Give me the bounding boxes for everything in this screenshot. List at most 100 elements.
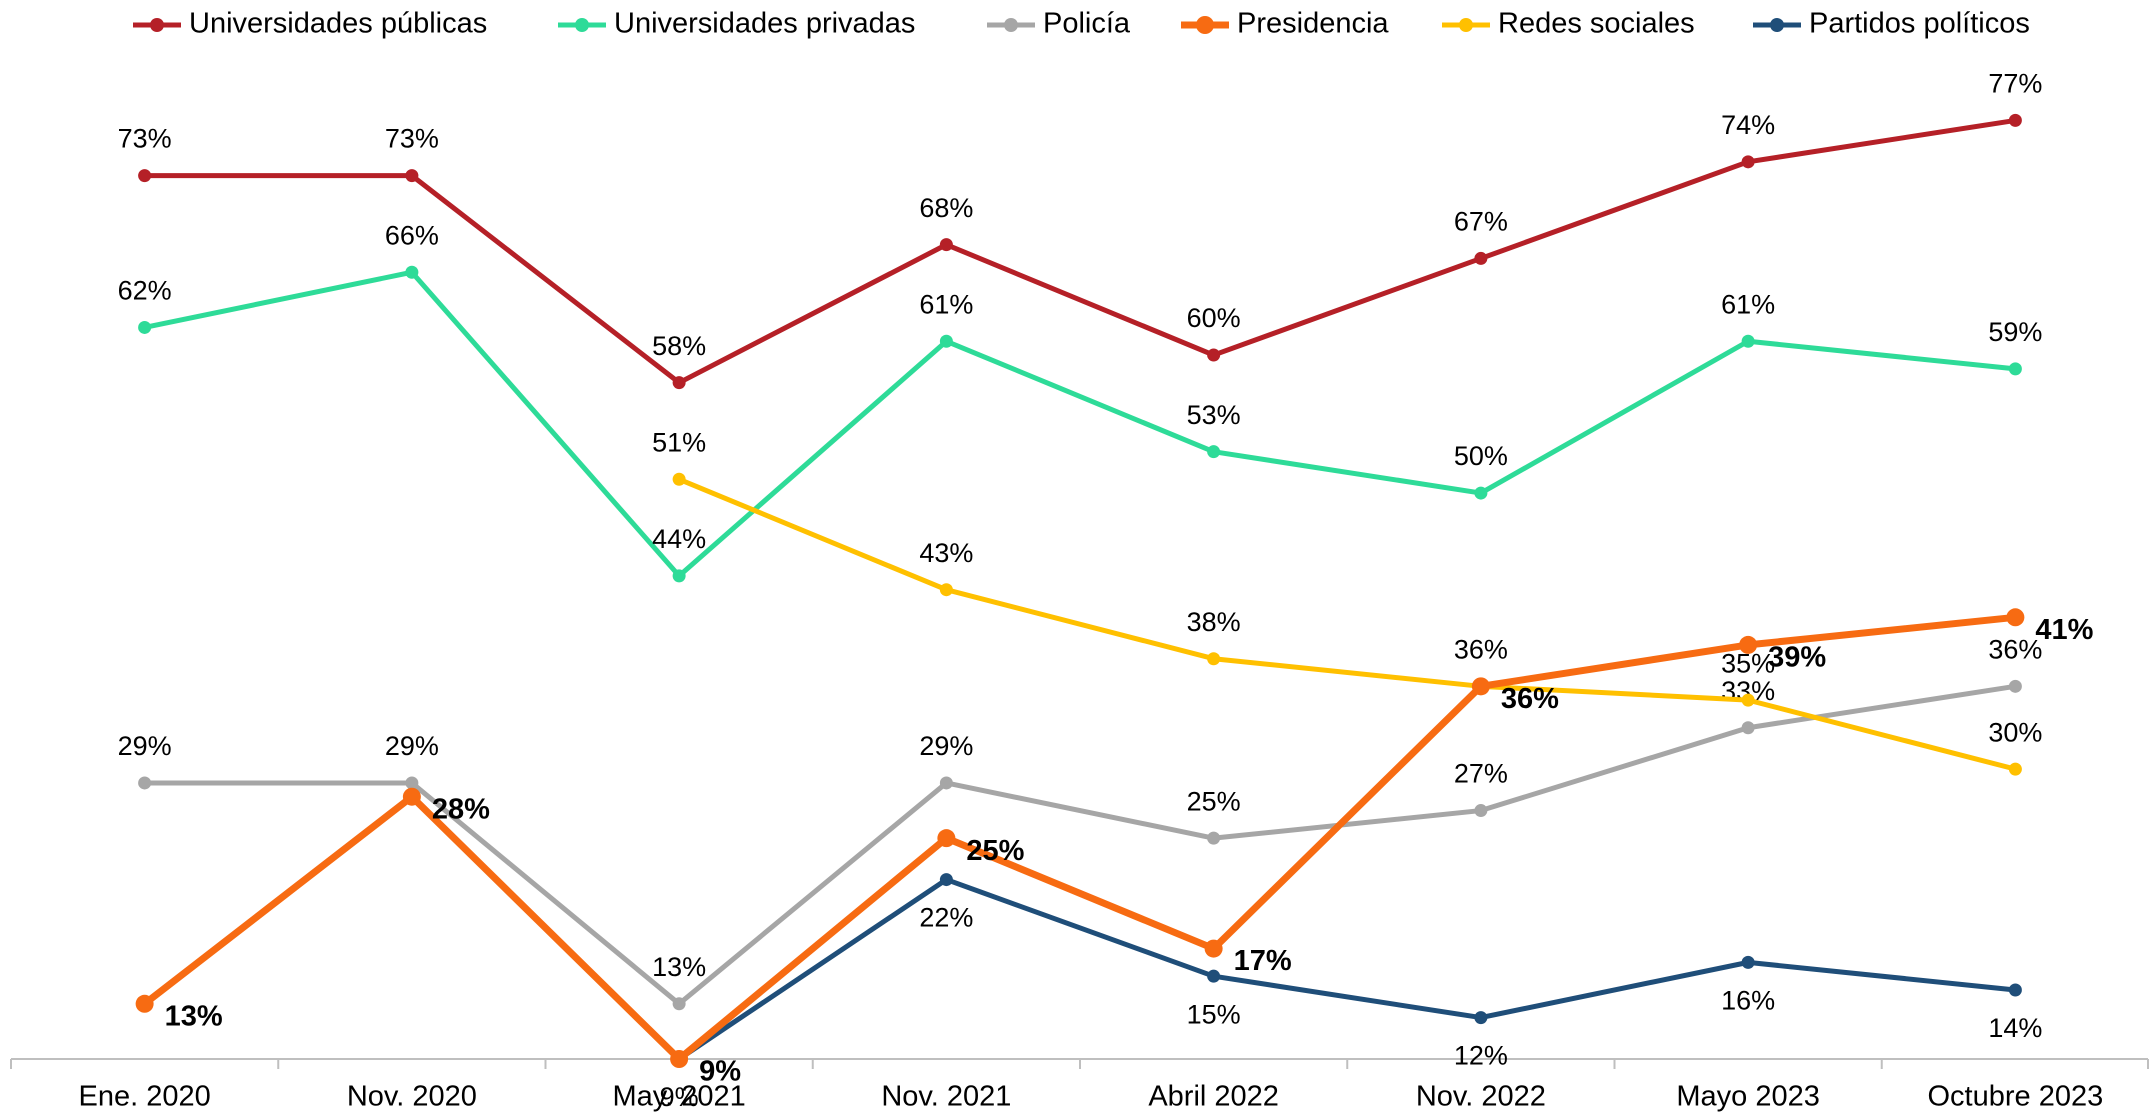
data-label: 51%	[652, 427, 706, 457]
data-point	[138, 776, 152, 790]
series-line	[144, 117, 2016, 386]
data-point	[2008, 983, 2022, 997]
x-tick-label: Nov. 2021	[881, 1081, 1011, 1113]
data-label: 14%	[1988, 1013, 2042, 1043]
data-label: 36%	[1501, 683, 1559, 715]
data-label: 25%	[1187, 786, 1241, 816]
data-point	[1204, 939, 1223, 958]
data-point	[402, 787, 421, 806]
data-point	[405, 169, 419, 183]
data-label: 41%	[2035, 614, 2093, 646]
series-line	[144, 683, 2016, 1007]
legend-label: Redes sociales	[1498, 8, 1695, 40]
data-label: 74%	[1721, 110, 1775, 140]
data-label: 44%	[652, 524, 706, 554]
data-label: 30%	[1988, 717, 2042, 747]
legend-label: Universidades públicas	[189, 8, 487, 40]
data-label: 29%	[118, 731, 172, 761]
data-point	[405, 265, 419, 279]
data-label: 28%	[432, 793, 490, 825]
data-label: 36%	[1454, 634, 1508, 664]
data-label: 27%	[1454, 759, 1508, 789]
series-line	[678, 476, 2017, 772]
series-line	[144, 269, 2016, 579]
data-label: 59%	[1988, 317, 2042, 347]
legend-marker	[575, 18, 589, 32]
x-tick-label: Mayo 2023	[1676, 1081, 1820, 1113]
data-point	[1207, 348, 1221, 362]
data-point	[135, 994, 154, 1013]
data-label: 68%	[919, 193, 973, 223]
data-point	[2006, 608, 2025, 627]
legend-label: Partidos políticos	[1809, 8, 2030, 40]
data-label: 61%	[919, 289, 973, 319]
x-tick-label: May. 2021	[612, 1081, 745, 1113]
data-label: 36%	[1988, 634, 2042, 664]
data-point	[1741, 955, 1755, 969]
data-label: 67%	[1454, 207, 1508, 237]
data-point	[939, 238, 953, 252]
data-label: 43%	[919, 538, 973, 568]
data-point	[1207, 652, 1221, 666]
data-label: 39%	[1768, 642, 1826, 674]
data-point	[1741, 721, 1755, 735]
data-label: 12%	[1454, 1041, 1508, 1071]
data-point	[1474, 804, 1488, 818]
series-line	[677, 877, 2016, 1062]
data-label: 50%	[1454, 441, 1508, 471]
data-point	[939, 873, 953, 887]
data-label: 29%	[385, 731, 439, 761]
data-point	[937, 829, 956, 848]
data-label: 25%	[966, 835, 1024, 867]
data-label: 58%	[652, 331, 706, 361]
x-tick-label: Octubre 2023	[1928, 1081, 2104, 1113]
legend-marker	[1770, 18, 1784, 32]
data-point	[939, 334, 953, 348]
legend-label: Universidades privadas	[614, 8, 915, 40]
data-point	[670, 1050, 689, 1068]
data-point	[939, 583, 953, 597]
data-point	[405, 776, 419, 790]
data-point	[1739, 635, 1758, 654]
data-label: 16%	[1721, 986, 1775, 1016]
data-label: 66%	[385, 220, 439, 250]
x-tick-label: Ene. 2020	[79, 1081, 211, 1113]
data-point	[1207, 969, 1221, 983]
data-label: 73%	[118, 124, 172, 154]
data-label: 62%	[118, 276, 172, 306]
data-label: 77%	[1988, 69, 2042, 99]
data-point	[138, 320, 152, 334]
data-label: 13%	[652, 952, 706, 982]
legend-label: Presidencia	[1237, 8, 1389, 40]
data-point	[1207, 831, 1221, 845]
legend-marker	[150, 18, 164, 32]
data-label: 17%	[1234, 945, 1292, 977]
data-label: 29%	[919, 731, 973, 761]
data-label: 73%	[385, 124, 439, 154]
data-label: 9%	[699, 1056, 741, 1088]
data-label: 53%	[1187, 400, 1241, 430]
data-label: 22%	[919, 903, 973, 933]
legend-marker	[1196, 16, 1214, 34]
data-point	[138, 169, 152, 183]
data-point	[939, 776, 953, 790]
data-point	[1207, 445, 1221, 459]
data-point	[2008, 113, 2022, 127]
x-tick-label: Abril 2022	[1148, 1081, 1279, 1113]
data-point	[1741, 155, 1755, 169]
data-label: 61%	[1721, 289, 1775, 319]
data-point	[672, 472, 686, 486]
legend-marker	[1459, 18, 1473, 32]
data-point	[672, 376, 686, 390]
data-point	[1471, 677, 1490, 696]
data-point	[2008, 679, 2022, 693]
data-point	[1474, 1011, 1488, 1025]
data-label: 15%	[1187, 999, 1241, 1029]
data-point	[672, 569, 686, 583]
data-point	[2008, 362, 2022, 376]
data-point	[1741, 334, 1755, 348]
data-label: 13%	[165, 1000, 223, 1032]
data-point	[1474, 486, 1488, 500]
data-point	[1474, 251, 1488, 265]
